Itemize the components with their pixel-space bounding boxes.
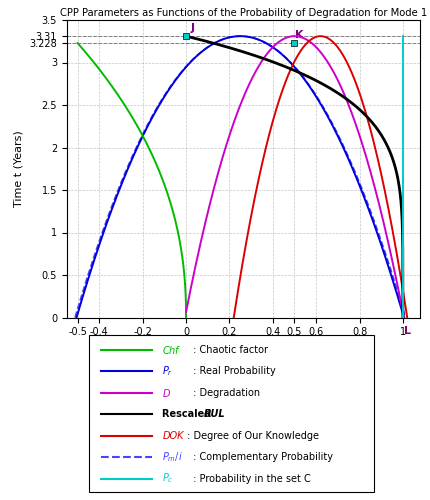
Text: : Degree of Our Knowledge: : Degree of Our Knowledge bbox=[184, 430, 318, 440]
Text: J: J bbox=[190, 22, 194, 33]
Y-axis label: Time t (Years): Time t (Years) bbox=[14, 130, 24, 207]
FancyBboxPatch shape bbox=[89, 335, 374, 492]
Text: : Chaotic factor: : Chaotic factor bbox=[190, 345, 267, 355]
Text: : Probability in the set C: : Probability in the set C bbox=[190, 474, 310, 484]
Text: DOK: DOK bbox=[162, 430, 183, 440]
Text: $P_{m}/i$: $P_{m}/i$ bbox=[162, 450, 183, 464]
Text: : Real Probability: : Real Probability bbox=[190, 366, 275, 376]
Text: K: K bbox=[294, 30, 302, 40]
Text: : Complementary Probability: : Complementary Probability bbox=[190, 452, 332, 462]
Text: Rescaled: Rescaled bbox=[162, 409, 215, 419]
Text: $P_c$: $P_c$ bbox=[162, 472, 173, 486]
X-axis label: Chf, Pr, D, Rescaled RUL, DOK, Pm/i, and Pc: Chf, Pr, D, Rescaled RUL, DOK, Pm/i, and… bbox=[130, 343, 356, 353]
Text: $Chf$: $Chf$ bbox=[162, 344, 181, 356]
Text: : Degradation: : Degradation bbox=[190, 388, 260, 398]
Text: $D$: $D$ bbox=[162, 386, 171, 398]
Text: $P_r$: $P_r$ bbox=[162, 364, 173, 378]
Text: RUL: RUL bbox=[203, 409, 225, 419]
Title: CPP Parameters as Functions of the Probability of Degradation for Mode 1: CPP Parameters as Functions of the Proba… bbox=[60, 8, 426, 18]
Text: L: L bbox=[403, 326, 410, 336]
